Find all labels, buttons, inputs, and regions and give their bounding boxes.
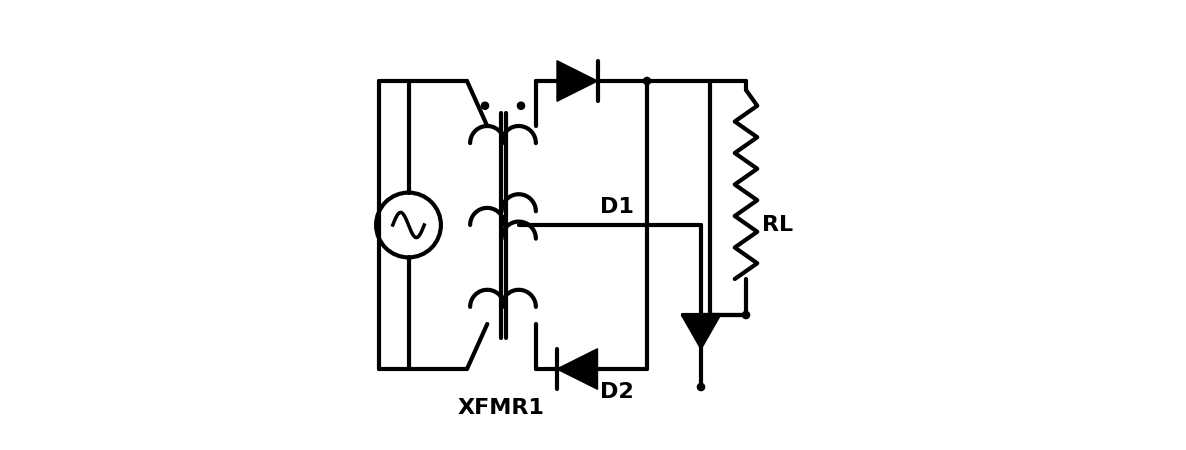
Polygon shape [557, 349, 598, 389]
Text: XFMR1: XFMR1 [458, 399, 544, 418]
Polygon shape [557, 61, 598, 101]
Polygon shape [683, 315, 719, 346]
Circle shape [517, 102, 524, 109]
Circle shape [482, 102, 489, 109]
Circle shape [643, 77, 651, 85]
Text: D2: D2 [600, 382, 633, 401]
Text: D1: D1 [600, 197, 633, 217]
Text: RL: RL [761, 215, 793, 235]
Circle shape [742, 311, 750, 319]
Circle shape [697, 383, 704, 391]
